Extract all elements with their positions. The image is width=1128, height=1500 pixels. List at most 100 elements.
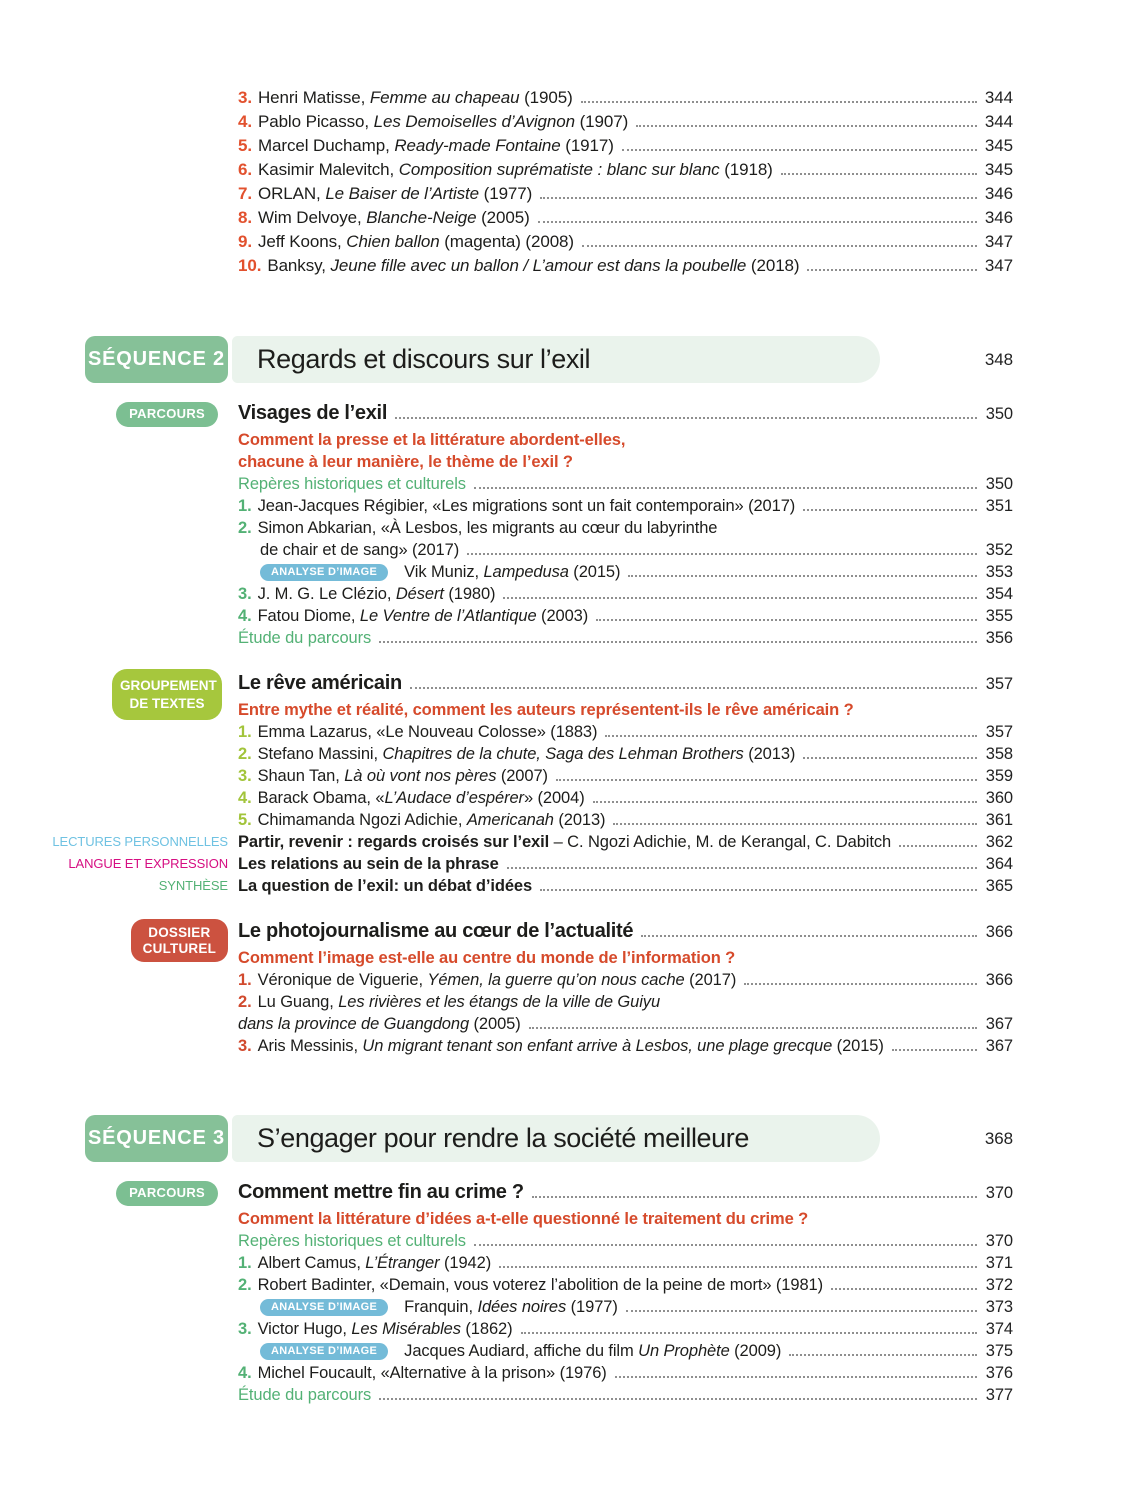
dotted-leader [581, 245, 977, 247]
entry-text-part: Les rivières et les étangs de la ville d… [338, 993, 661, 1011]
toc-row: ANALYSE D’IMAGE Jacques Audiard, affiche … [238, 1340, 1013, 1362]
group-title-row: Le photojournalisme au cœur de l’actuali… [238, 917, 1013, 945]
toc-row: 9. Jeff Koons, Chien ballon (magenta) (20… [238, 230, 1013, 254]
entry-text: Lu Guang, Les rivières et les étangs de … [258, 991, 661, 1013]
group-title-row: Visages de l’exil 350 [238, 399, 1013, 427]
dotted-leader [807, 269, 977, 271]
entry-text-part: Un migrant tenant son enfant arrive à Le… [362, 1037, 833, 1055]
entry-number: 3. [238, 1320, 252, 1338]
entry-text-part: (1980) [443, 585, 496, 603]
sequence-groups: PARCOURS Visages de l’exil 350 Comment la p… [52, 399, 1013, 1057]
page-number: 354 [985, 585, 1013, 603]
dotted-leader [625, 1310, 977, 1312]
entry-text-part: Albert Camus, [257, 1254, 366, 1272]
entry-text: Fatou Diome, Le Ventre de l’Atlantique (… [258, 605, 589, 627]
question-text: Entre mythe et réalité, comment les aute… [238, 701, 854, 719]
entry-text-part: (2007) [496, 767, 548, 785]
dotted-leader [537, 221, 977, 223]
entry-text-part: (2005) [476, 208, 530, 227]
entry-text-part: Les relations au sein de la phrase [238, 855, 499, 873]
entry-text-part: Blanche-Neige [366, 208, 477, 227]
group-title-row: Comment mettre fin au crime ? 370 [238, 1178, 1013, 1206]
side-category-label: LANGUE ET EXPRESSION [68, 856, 228, 871]
group-title: Visages de l’exil [238, 402, 388, 424]
dotted-leader [503, 597, 977, 599]
entry-text: Banksy, Jeune fille avec un ballon / L’a… [267, 254, 799, 278]
entry-text: dans la province de Guangdong (2005) [238, 1013, 521, 1035]
dossier-badge: DOSSIER CULTUREL [130, 919, 228, 963]
toc-row: LECTURES PERSONNELLES Partir, revenir : r… [52, 831, 1013, 853]
entry-text-part: Chimamanda Ngozi Adichie, [257, 811, 467, 829]
parcours-badge: PARCOURS [116, 1181, 218, 1206]
dotted-leader [473, 487, 977, 489]
page-number: 345 [984, 136, 1013, 155]
entry-text-part: (2017) [684, 971, 737, 989]
page-number: 347 [984, 256, 1013, 275]
dotted-leader [520, 1332, 977, 1334]
entry-text-part: (1905) [519, 88, 573, 107]
entry-text-part: Banksy, [267, 256, 331, 275]
entry-text: Simon Abkarian, «À Lesbos, les migrants … [258, 517, 718, 539]
toc-row: 2. Lu Guang, Les rivières et les étangs d… [238, 991, 1013, 1013]
entry-number: 5. [238, 811, 252, 829]
entry-label: Étude du parcours [238, 1386, 372, 1404]
sequence-sections: SÉQUENCE 2 Regards et discours sur l’exil… [52, 336, 1013, 1406]
entry-number: 10. [238, 256, 262, 275]
page-number: 367 [985, 1015, 1013, 1033]
sequence-section: SÉQUENCE 2 Regards et discours sur l’exil… [52, 336, 1013, 1057]
entry-text: Robert Badinter, «Demain, vous voterez l… [257, 1274, 824, 1296]
toc-row: 3. Henri Matisse, Femme au chapeau (1905)… [238, 86, 1013, 110]
badge-text: DE TEXTES [129, 695, 205, 711]
question-text: Comment la presse et la littérature abor… [238, 431, 626, 449]
entry-text-part: Les Misérables [351, 1320, 461, 1338]
sequence-page-number: 348 [984, 349, 1013, 369]
entry-text: Shaun Tan, Là où vont nos pères (2007) [258, 765, 548, 787]
dotted-leader [899, 845, 977, 847]
group-title-row: Le rêve américain 357 [238, 669, 1013, 697]
entry-text: Jacques Audiard, affiche du film Un Prop… [404, 1340, 781, 1362]
toc-row: 7. ORLAN, Le Baiser de l’Artiste (1977) 34… [238, 182, 1013, 206]
dotted-leader [379, 641, 977, 643]
toc-row: 4. Barack Obama, «L’Audace d’espérer» (20… [238, 787, 1013, 809]
entry-text-part: Simon Abkarian, «À Lesbos, les migrants … [257, 519, 718, 537]
entry-text-part: Jeff Koons, [257, 232, 347, 251]
parcours-badge: PARCOURS [116, 402, 218, 427]
entry-text-part: L’Audace d’espérer [384, 789, 524, 807]
sequence-title: Regards et discours sur l’exil [257, 344, 591, 374]
entry-number: 2. [238, 519, 252, 537]
sequence-badge: SÉQUENCE 3 [85, 1115, 228, 1162]
entry-text: Jean-Jacques Régibier, «Les migrations s… [258, 495, 796, 517]
toc-row: dans la province de Guangdong (2005) 367 [238, 1013, 1013, 1035]
entry-text: Les relations au sein de la phrase [238, 853, 499, 875]
entry-text: Partir, revenir : regards croisés sur l’… [238, 831, 891, 853]
entry-text-part: (1977) [479, 184, 533, 203]
entry-text-part: (1917) [560, 136, 614, 155]
entry-text: Chimamanda Ngozi Adichie, Americanah (20… [258, 809, 606, 831]
page-number: 353 [985, 563, 1013, 581]
entry-text-part: Composition suprématiste : blanc sur bla… [398, 160, 720, 179]
entry-text: La question de l’exil: un débat d’idées [238, 875, 532, 897]
entry-text-part: (1862) [460, 1320, 513, 1338]
dotted-leader [744, 983, 977, 985]
toc-row: 4. Fatou Diome, Le Ventre de l’Atlantique… [238, 605, 1013, 627]
entry-text-part: Robert Badinter, «Demain, vous voterez l… [257, 1276, 824, 1294]
toc-row: 10. Banksy, Jeune fille avec un ballon / … [238, 254, 1013, 278]
toc-row: 4. Michel Foucault, «Alternative à la pri… [238, 1362, 1013, 1384]
entry-text: Véronique de Viguerie, Yémen, la guerre … [258, 969, 737, 991]
entry-label: Repères historiques et culturels [238, 475, 466, 493]
toc-row: 2. Simon Abkarian, «À Lesbos, les migrant… [238, 517, 1013, 539]
entry-number: 5. [238, 136, 252, 155]
dotted-leader [555, 779, 977, 781]
entry-text: Jeff Koons, Chien ballon (magenta) (2008… [258, 230, 574, 254]
entry-text-part: Michel Foucault, «Alternative à la priso… [257, 1364, 607, 1382]
page-number: 346 [984, 208, 1013, 227]
page-number: 350 [985, 475, 1013, 493]
dotted-leader [621, 149, 977, 151]
page-number: 361 [985, 811, 1013, 829]
entry-text: Aris Messinis, Un migrant tenant son enf… [258, 1035, 884, 1057]
page-number: 351 [985, 497, 1013, 515]
toc-row: 4. Pablo Picasso, Les Demoiselles d’Avign… [238, 110, 1013, 134]
page-number: 344 [984, 112, 1013, 131]
entry-text-part: L’Étranger [365, 1254, 440, 1272]
toc-group: PARCOURS Visages de l’exil 350 Comment la p… [116, 399, 1013, 649]
